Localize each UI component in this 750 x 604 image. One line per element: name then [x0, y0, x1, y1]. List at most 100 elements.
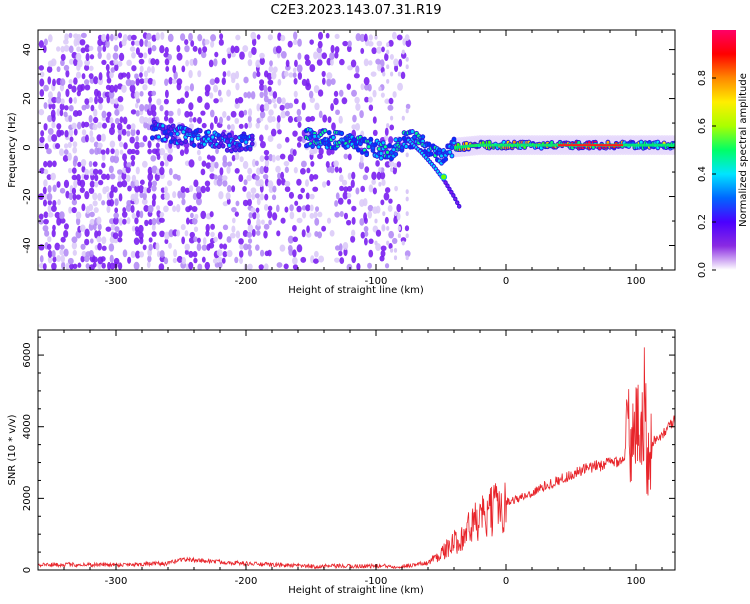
- spectrogram-noise-cell: [372, 116, 377, 124]
- spectrogram-noise-cell: [275, 45, 282, 54]
- spectrogram-noise-cell: [155, 142, 160, 149]
- spectrogram-noise-cell: [391, 237, 398, 245]
- spectrogram-noise-cell: [390, 248, 394, 253]
- spectrogram-noise-cell: [194, 213, 199, 220]
- spectrogram-noise-cell: [164, 89, 169, 99]
- spectrogram-trace-cell: [184, 139, 188, 143]
- spectrogram-noise-cell: [363, 226, 369, 232]
- spectrogram-noise-cell: [92, 168, 99, 175]
- spectrogram-noise-cell: [71, 199, 78, 206]
- spectrogram-noise-cell: [259, 165, 265, 175]
- spectrogram-noise-cell: [246, 174, 252, 182]
- spectrogram-noise-cell: [176, 52, 183, 61]
- spectrogram-noise-cell: [238, 123, 244, 129]
- spectrogram-noise-cell: [272, 66, 278, 73]
- spectrogram-noise-cell: [372, 187, 377, 195]
- spectrogram-noise-cell: [130, 154, 136, 161]
- spectrogram-noise-cell: [235, 70, 240, 80]
- spectrogram-noise-cell: [214, 77, 220, 84]
- spectrogram-noise-cell: [68, 206, 72, 214]
- spectrogram-noise-cell: [38, 40, 44, 49]
- spectrogram-noise-cell: [68, 104, 74, 112]
- spectrogram-noise-cell: [109, 33, 114, 42]
- spectrogram-noise-cell: [355, 103, 361, 111]
- spectrogram-noise-cell: [252, 71, 257, 79]
- spectrogram-trace-cell: [198, 129, 202, 133]
- spectrogram-noise-cell: [71, 167, 77, 174]
- spectrogram-noise-cell: [263, 149, 270, 156]
- spectrogram-noise-cell: [350, 59, 357, 68]
- spectrogram-noise-cell: [164, 46, 169, 54]
- spectrogram-noise-cell: [156, 205, 161, 211]
- spectrogram-noise-cell: [188, 102, 194, 111]
- spectrogram-noise-cell: [372, 89, 377, 98]
- spectrogram-noise-cell: [246, 91, 252, 99]
- spectrogram-noise-cell: [135, 47, 140, 55]
- spectrogram-noise-cell: [213, 98, 219, 104]
- spectrogram-noise-cell: [131, 65, 137, 72]
- spectrogram-noise-cell: [125, 166, 131, 174]
- spectrogram-noise-cell: [130, 148, 136, 155]
- spectrogram-noise-cell: [234, 102, 240, 109]
- spectrogram-noise-cell: [313, 258, 319, 264]
- spectrogram-noise-cell: [196, 237, 201, 243]
- spectrogram-noise-cell: [69, 58, 74, 65]
- spectrogram-noise-cell: [341, 97, 348, 105]
- spectrogram-noise-cell: [191, 217, 198, 225]
- spectrogram-trace-cell: [175, 132, 179, 136]
- spectrogram-noise-cell: [296, 115, 302, 122]
- spectrogram-noise-cell: [333, 160, 339, 167]
- spectrogram-noise-cell: [296, 244, 303, 253]
- spectrogram-noise-cell: [247, 224, 254, 233]
- spectrogram-noise-cell: [42, 225, 49, 232]
- spectrogram-noise-cell: [92, 123, 98, 131]
- spectrogram-noise-cell: [129, 80, 136, 86]
- spectrogram-noise-cell: [88, 187, 95, 194]
- spectrogram-y-tick-label: 0: [22, 144, 33, 150]
- spectrogram-noise-cell: [209, 211, 214, 218]
- spectrogram-noise-cell: [222, 71, 227, 78]
- spectrogram-noise-cell: [79, 187, 85, 193]
- spectrogram-noise-cell: [322, 77, 326, 85]
- spectrogram-noise-cell: [179, 97, 185, 104]
- spectrogram-noise-cell: [85, 134, 89, 143]
- spectrogram-noise-cell: [229, 232, 236, 239]
- spectrogram-noise-cell: [71, 236, 78, 243]
- spectrogram-noise-cell: [193, 179, 199, 188]
- spectrogram-noise-cell: [126, 124, 132, 130]
- spectrogram-noise-cell: [256, 197, 261, 206]
- spectrogram-noise-cell: [184, 85, 190, 92]
- spectrogram-noise-cell: [46, 192, 53, 201]
- spectrogram-noise-cell: [202, 38, 206, 47]
- spectrogram-noise-cell: [343, 186, 349, 193]
- spectrogram-noise-cell: [243, 243, 249, 251]
- spectrogram-noise-cell: [368, 104, 374, 112]
- spectrogram-noise-cell: [393, 248, 398, 253]
- spectrogram-noise-cell: [164, 58, 170, 66]
- spectrogram-noise-cell: [221, 57, 227, 65]
- spectrogram-noise-cell: [188, 69, 193, 79]
- spectrogram-noise-cell: [88, 96, 94, 103]
- spectrogram-noise-cell: [234, 211, 239, 217]
- spectrogram-trace-cell: [165, 134, 169, 139]
- spectrogram-noise-cell: [221, 257, 226, 264]
- spectrogram-noise-cell: [204, 39, 210, 45]
- spectrogram-noise-cell: [285, 59, 290, 68]
- spectrogram-noise-cell: [54, 211, 61, 219]
- spectrogram-noise-cell: [276, 262, 283, 268]
- spectrogram-noise-cell: [63, 229, 69, 238]
- spectrogram-noise-cell: [116, 122, 123, 131]
- spectrogram-noise-cell: [397, 71, 401, 77]
- spectrogram-noise-cell: [168, 110, 174, 117]
- spectrogram-noise-cell: [150, 58, 156, 66]
- spectrogram-noise-cell: [255, 207, 260, 213]
- spectrogram-noise-cell: [359, 155, 364, 164]
- spectrogram-noise-cell: [139, 78, 145, 85]
- colorbar-tick-label: 0.6: [697, 118, 708, 134]
- spectrogram-noise-cell: [135, 110, 140, 117]
- spectrogram-noise-cell: [329, 52, 335, 60]
- spectrogram-noise-cell: [230, 110, 237, 118]
- spectrogram-noise-cell: [134, 40, 141, 46]
- spectrogram-noise-cell: [266, 72, 273, 81]
- spectrogram-noise-cell: [217, 261, 223, 269]
